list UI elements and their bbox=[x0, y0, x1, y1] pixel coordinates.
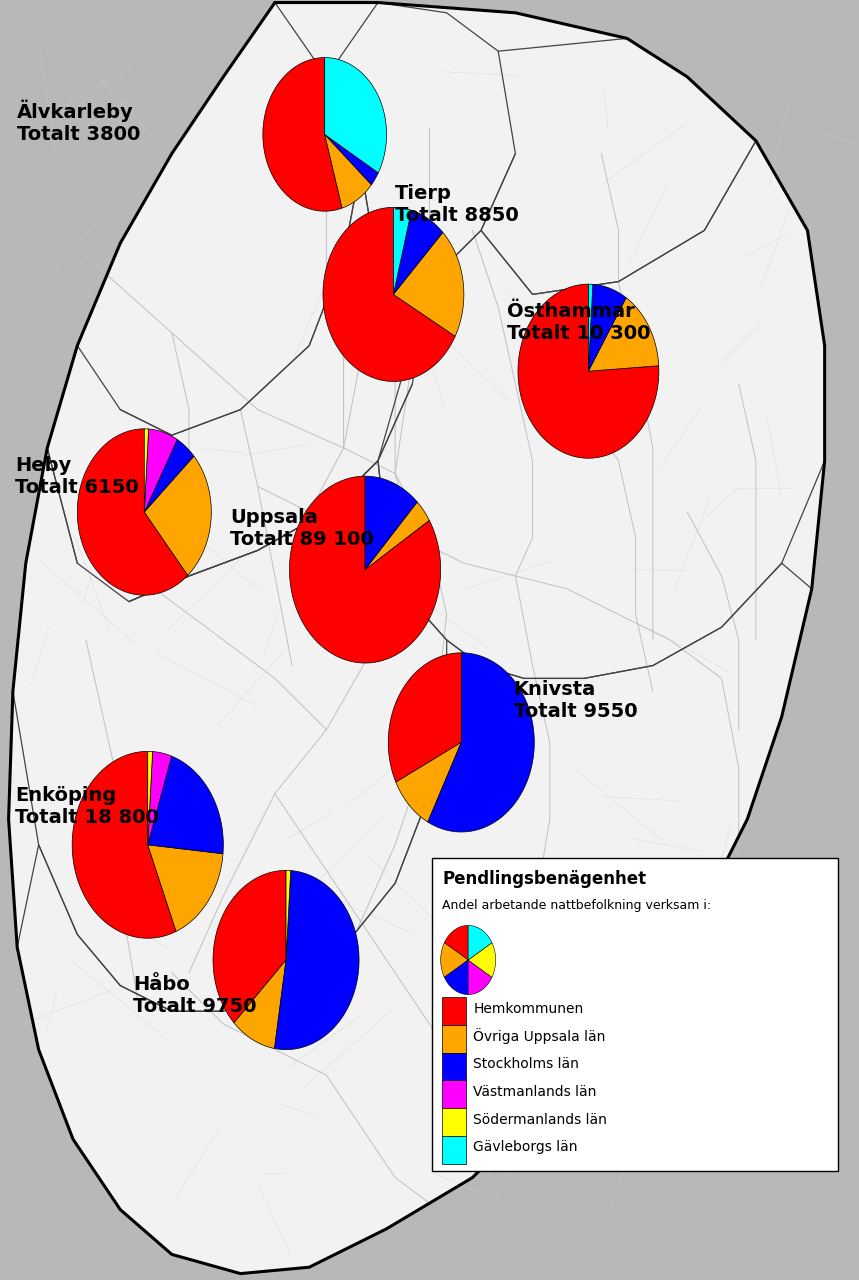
Text: Andel arbetande nattbefolkning verksam i:: Andel arbetande nattbefolkning verksam i… bbox=[442, 899, 711, 911]
FancyBboxPatch shape bbox=[432, 858, 838, 1171]
Polygon shape bbox=[325, 134, 371, 209]
Text: Pendlingsbenägenhet: Pendlingsbenägenhet bbox=[442, 870, 647, 888]
Polygon shape bbox=[444, 925, 468, 960]
Text: Östhammar
Totalt 10 300: Östhammar Totalt 10 300 bbox=[507, 302, 650, 343]
Polygon shape bbox=[144, 456, 211, 575]
Polygon shape bbox=[286, 870, 290, 960]
Text: Uppsala
Totalt 89 100: Uppsala Totalt 89 100 bbox=[230, 508, 374, 549]
Polygon shape bbox=[77, 429, 188, 595]
Polygon shape bbox=[144, 429, 149, 512]
Polygon shape bbox=[148, 751, 172, 845]
Polygon shape bbox=[441, 942, 468, 978]
Text: Heby
Totalt 6150: Heby Totalt 6150 bbox=[15, 456, 139, 497]
Polygon shape bbox=[289, 476, 441, 663]
Text: Västmanlands län: Västmanlands län bbox=[473, 1085, 597, 1098]
Polygon shape bbox=[588, 298, 659, 371]
Polygon shape bbox=[144, 429, 177, 512]
Polygon shape bbox=[234, 960, 286, 1048]
Polygon shape bbox=[393, 210, 443, 294]
Text: Stockholms län: Stockholms län bbox=[473, 1057, 579, 1071]
Text: Håbo
Totalt 9750: Håbo Totalt 9750 bbox=[133, 975, 257, 1016]
Polygon shape bbox=[148, 751, 153, 845]
Polygon shape bbox=[588, 284, 593, 371]
FancyBboxPatch shape bbox=[442, 997, 466, 1025]
Polygon shape bbox=[365, 502, 430, 570]
Ellipse shape bbox=[268, 945, 299, 975]
Polygon shape bbox=[213, 870, 286, 1023]
Polygon shape bbox=[428, 653, 534, 832]
Polygon shape bbox=[148, 756, 223, 854]
Polygon shape bbox=[323, 207, 455, 381]
Ellipse shape bbox=[345, 570, 411, 634]
Polygon shape bbox=[468, 925, 492, 960]
Text: Tierp
Totalt 8850: Tierp Totalt 8850 bbox=[395, 184, 519, 225]
FancyBboxPatch shape bbox=[442, 1135, 466, 1164]
Polygon shape bbox=[275, 870, 359, 1050]
Text: Hemkommunen: Hemkommunen bbox=[473, 1002, 583, 1015]
Polygon shape bbox=[388, 653, 461, 782]
Polygon shape bbox=[263, 58, 342, 211]
Polygon shape bbox=[144, 439, 194, 512]
Text: Södermanlands län: Södermanlands län bbox=[473, 1112, 607, 1126]
FancyBboxPatch shape bbox=[442, 1108, 466, 1137]
Polygon shape bbox=[396, 742, 461, 822]
Polygon shape bbox=[468, 960, 492, 995]
Text: Övriga Uppsala län: Övriga Uppsala län bbox=[473, 1028, 606, 1044]
Text: Älvkarleby
Totalt 3800: Älvkarleby Totalt 3800 bbox=[17, 100, 141, 143]
Polygon shape bbox=[325, 58, 387, 173]
FancyBboxPatch shape bbox=[442, 1080, 466, 1108]
Polygon shape bbox=[365, 476, 417, 570]
Polygon shape bbox=[468, 942, 496, 978]
Polygon shape bbox=[393, 207, 411, 294]
Polygon shape bbox=[393, 233, 464, 337]
Polygon shape bbox=[444, 960, 468, 995]
FancyBboxPatch shape bbox=[442, 1025, 466, 1053]
FancyBboxPatch shape bbox=[442, 1052, 466, 1080]
Ellipse shape bbox=[131, 827, 165, 863]
Text: Knivsta
Totalt 9550: Knivsta Totalt 9550 bbox=[514, 680, 637, 721]
Polygon shape bbox=[518, 284, 659, 458]
Polygon shape bbox=[9, 3, 825, 1274]
Text: Gävleborgs län: Gävleborgs län bbox=[473, 1140, 578, 1155]
Text: Enköping
Totalt 18 800: Enköping Totalt 18 800 bbox=[15, 786, 159, 827]
Polygon shape bbox=[588, 284, 626, 371]
Polygon shape bbox=[148, 845, 223, 932]
Polygon shape bbox=[72, 751, 176, 938]
Polygon shape bbox=[325, 134, 378, 184]
